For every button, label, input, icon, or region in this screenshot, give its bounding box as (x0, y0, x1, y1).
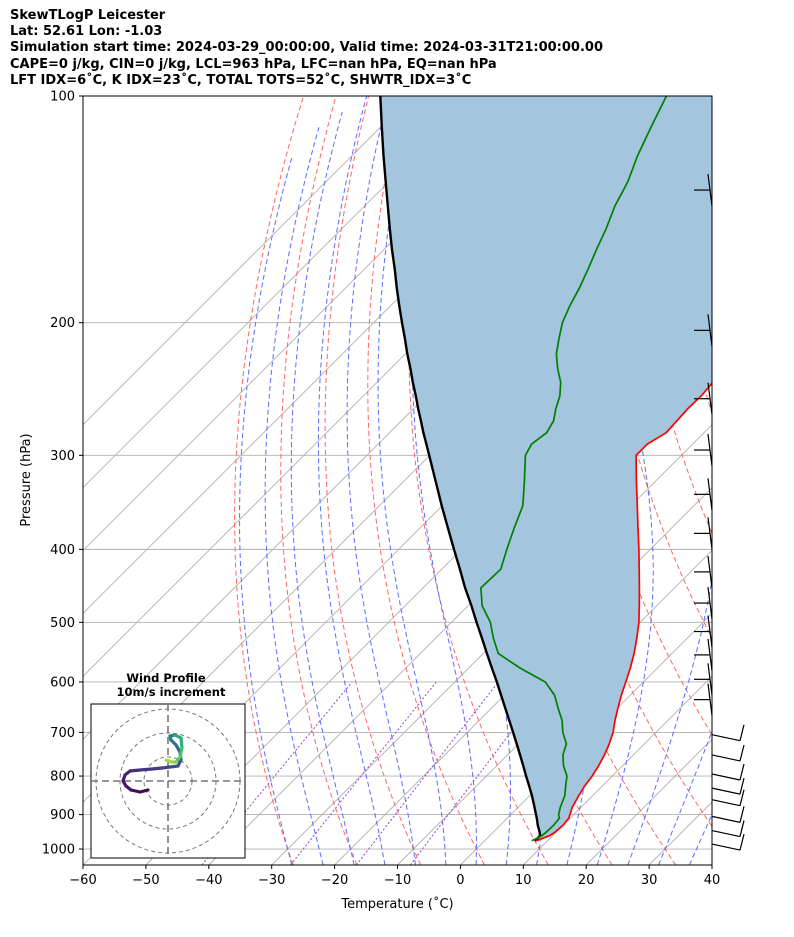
hodograph-segment (138, 767, 154, 772)
y-tick-label: 400 (50, 543, 75, 558)
wind-barb (711, 787, 741, 795)
x-tick-label: 40 (704, 873, 721, 888)
inset-title: Wind Profile (126, 671, 206, 685)
x-tick-label: 0 (456, 873, 464, 888)
wind-barb (711, 843, 741, 851)
y-tick-label: 700 (50, 726, 75, 741)
title-line: LFT IDX=6˚C, K IDX=23˚C, TOTAL TOTS=52˚C… (10, 72, 472, 88)
dry-adiabat (280, 96, 358, 865)
wind-barb (739, 806, 745, 823)
y-tick-label: 600 (50, 675, 75, 690)
moist-adiabat (239, 155, 293, 865)
y-tick-label: 100 (50, 90, 75, 105)
wind-barb (711, 773, 741, 781)
wind-barb (711, 799, 741, 807)
inset-subtitle: 10m/s increment (117, 685, 226, 699)
isotherm-line (711, 864, 712, 865)
x-axis-label: Temperature (˚C) (340, 896, 453, 912)
wind-barb (739, 820, 745, 837)
title-line: SkewTLogP Leicester (10, 8, 166, 23)
y-axis: 100 200 300 400 500 600 700 800 900 1000 (42, 90, 83, 858)
x-tick-label: −10 (384, 873, 411, 888)
isotherm-line (83, 96, 475, 489)
wind-barbs (694, 173, 745, 851)
y-tick-label: 900 (50, 808, 75, 823)
isotherm-line (271, 424, 712, 865)
dry-adiabat (367, 96, 485, 865)
x-tick-label: 30 (641, 873, 658, 888)
y-tick-label: 500 (50, 616, 75, 631)
chart-title: SkewTLogP Leicester Lat: 52.61 Lon: -1.0… (10, 8, 603, 89)
y-tick-label: 800 (50, 770, 75, 785)
isotherm-line (83, 96, 413, 426)
y-axis-label: Pressure (hPa) (19, 433, 34, 526)
moist-adiabat (627, 96, 712, 865)
wind-barb (739, 744, 745, 762)
isotherm-line (334, 486, 712, 865)
sounding-profiles (379, 96, 712, 842)
wind-barb (739, 833, 745, 851)
wind-barb (711, 829, 741, 838)
hodograph-segment (164, 758, 173, 764)
wind-profile-inset: Wind Profile 10m/s increment (90, 671, 246, 859)
dry-adiabat (408, 96, 549, 865)
x-tick-label: −30 (258, 873, 285, 888)
wind-barb (739, 724, 745, 741)
y-tick-label: 1000 (42, 843, 75, 858)
moist-adiabat (377, 96, 447, 865)
wind-barb (739, 789, 745, 806)
temperature-line (535, 382, 712, 842)
mixing-ratio-line (201, 681, 353, 865)
wind-barb (739, 763, 745, 781)
moist-adiabat (317, 96, 386, 865)
x-tick-label: 10 (515, 873, 532, 888)
parcel-line (379, 96, 542, 842)
wind-barb (711, 754, 741, 762)
y-tick-label: 300 (50, 449, 75, 464)
wind-barb (711, 815, 741, 823)
x-tick-label: −50 (132, 873, 159, 888)
y-tick-label: 200 (50, 316, 75, 331)
title-line: CAPE=0 j/kg, CIN=0 j/kg, LCL=963 hPa, LF… (10, 56, 497, 72)
x-tick-label: −20 (321, 873, 348, 888)
x-tick-label: −60 (69, 873, 96, 888)
cape-cin-shading (380, 96, 712, 841)
x-tick-label: 20 (578, 873, 595, 888)
dry-adiabat (324, 96, 422, 865)
moist-adiabat (264, 127, 324, 865)
title-line: Simulation start time: 2024-03-29_00:00:… (10, 40, 603, 56)
inset-grid (91, 704, 245, 858)
dewpoint-line (480, 96, 668, 842)
moist-adiabat (346, 96, 416, 865)
dry-adiabat (760, 96, 794, 865)
moist-adiabat (290, 111, 355, 865)
dry-adiabat (661, 96, 712, 415)
x-tick-label: −40 (195, 873, 222, 888)
moist-adiabat (720, 96, 794, 865)
dry-adiabat (234, 96, 304, 865)
wind-barb (739, 777, 745, 795)
mixing-ratio-line (290, 681, 437, 865)
title-line: Lat: 52.61 Lon: -1.03 (10, 24, 163, 40)
hodograph-segment (128, 768, 142, 773)
moist-adiabat (658, 730, 712, 865)
cin-fill (380, 96, 712, 841)
x-axis: −60 −50 −40 −30 −20 −10 0 10 20 30 40 (69, 865, 720, 888)
hodograph-segment (150, 766, 164, 771)
wind-barb (711, 734, 741, 742)
isotherm-line (522, 675, 712, 865)
hodograph-segment (179, 736, 184, 750)
hodograph-trace (121, 733, 184, 794)
dry-adiabat (727, 96, 794, 865)
